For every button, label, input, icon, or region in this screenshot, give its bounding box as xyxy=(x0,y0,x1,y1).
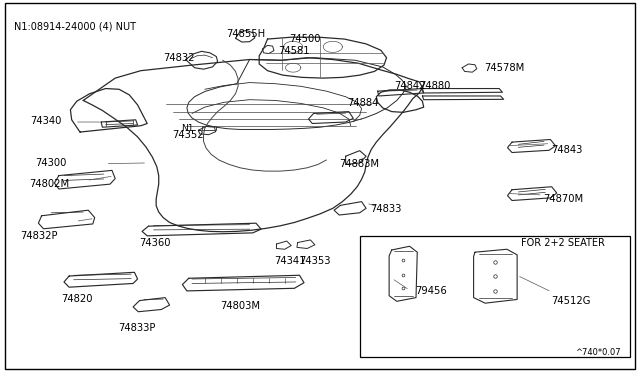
Text: 74880: 74880 xyxy=(419,81,451,90)
Text: 79456: 79456 xyxy=(415,286,447,296)
Text: 74803M: 74803M xyxy=(220,301,260,311)
Text: 74832: 74832 xyxy=(163,53,195,62)
Text: 74870M: 74870M xyxy=(543,195,583,204)
Text: 74883M: 74883M xyxy=(339,160,380,169)
Text: 74341: 74341 xyxy=(274,256,305,266)
Text: 74842: 74842 xyxy=(394,81,426,90)
Text: 74884: 74884 xyxy=(347,99,378,108)
Text: 74833P: 74833P xyxy=(118,323,156,333)
Text: 74581: 74581 xyxy=(278,46,309,56)
Text: ^740*0.07: ^740*0.07 xyxy=(575,348,621,357)
Text: 74512G: 74512G xyxy=(552,296,591,305)
Text: 74340: 74340 xyxy=(30,116,61,126)
Text: 74500: 74500 xyxy=(289,34,321,44)
Bar xyxy=(360,236,630,357)
Text: 74300: 74300 xyxy=(35,158,67,168)
Text: N1:08914-24000 (4) NUT: N1:08914-24000 (4) NUT xyxy=(14,21,136,31)
Text: 74843: 74843 xyxy=(552,145,583,155)
Text: 74360: 74360 xyxy=(140,238,171,247)
Text: 74832P: 74832P xyxy=(20,231,58,241)
Text: 74855H: 74855H xyxy=(227,29,266,39)
Text: N1: N1 xyxy=(181,124,194,133)
Text: 74820: 74820 xyxy=(61,294,92,304)
Text: FOR 2+2 SEATER: FOR 2+2 SEATER xyxy=(521,238,605,247)
Text: 74578M: 74578M xyxy=(484,63,524,73)
Bar xyxy=(202,126,216,130)
Text: 74833: 74833 xyxy=(370,204,401,214)
Text: 74802M: 74802M xyxy=(29,179,70,189)
Text: 74352: 74352 xyxy=(172,131,204,140)
Text: 74353: 74353 xyxy=(300,256,331,266)
